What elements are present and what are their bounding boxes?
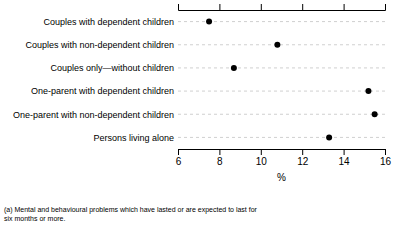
x-tick: 14 — [339, 149, 351, 167]
chart: 6 8 10 12 14 16 Couples with dependent childre… — [0, 0, 397, 227]
y-axis: Couples with dependent children Couples w… — [13, 17, 174, 143]
x-top-tick-mark — [219, 4, 220, 10]
x-top-tick — [261, 4, 262, 10]
x-tick: 10 — [256, 149, 268, 167]
category-line — [178, 137, 385, 138]
x-tick-label: 10 — [256, 156, 268, 167]
x-tick-mark — [302, 149, 303, 155]
x-axis-top-line — [179, 4, 386, 11]
y-tick-label: Couples with dependent children — [43, 17, 174, 27]
dot — [231, 65, 237, 71]
x-tick: 8 — [217, 149, 223, 167]
x-top-tick-mark — [302, 4, 303, 10]
grid — [178, 22, 385, 138]
dots — [206, 19, 378, 141]
y-tick: Couples with dependent children — [43, 17, 174, 27]
footnote: (a) Mental and behavioural problems whic… — [4, 206, 258, 222]
y-tick-label: One-parent with non-dependent children — [13, 110, 174, 120]
category-line — [178, 114, 385, 115]
y-tick: Couples with non-dependent children — [25, 40, 174, 50]
y-tick: Couples only—without children — [50, 63, 174, 73]
y-tick: Persons living alone — [93, 133, 174, 143]
x-top-tick — [178, 4, 179, 10]
x-tick: 6 — [176, 149, 182, 167]
x-tick-mark — [385, 149, 386, 155]
x-top-tick — [219, 4, 220, 10]
x-tick: 12 — [297, 149, 309, 167]
x-label: % — [277, 172, 286, 183]
x-tick-mark — [344, 149, 345, 155]
dot — [365, 88, 371, 94]
dot — [326, 134, 332, 140]
y-tick-label: Couples only—without children — [50, 63, 174, 73]
x-axis-top — [179, 4, 386, 11]
x-tick-mark — [219, 149, 220, 155]
x-tick-mark — [261, 149, 262, 155]
x-top-tick-mark — [178, 4, 179, 10]
x-tick-label: 16 — [380, 156, 392, 167]
y-tick-label: One-parent with dependent children — [31, 86, 174, 96]
y-tick-label: Persons living alone — [93, 133, 174, 143]
x-top-tick — [344, 4, 345, 10]
y-tick: One-parent with non-dependent children — [13, 110, 174, 120]
category-line — [178, 67, 385, 68]
x-tick-label: 8 — [217, 156, 223, 167]
category-line — [178, 91, 385, 92]
x-top-tick-mark — [344, 4, 345, 10]
x-tick-label: 6 — [176, 156, 182, 167]
x-top-tick — [385, 4, 386, 10]
category-line — [178, 44, 385, 45]
dot — [372, 111, 378, 117]
plot: 6 8 10 12 14 16 Couples with dependent childre… — [13, 4, 392, 167]
x-top-tick-mark — [385, 4, 386, 10]
dot — [274, 42, 280, 48]
x-tick-label: 14 — [339, 156, 351, 167]
y-tick: One-parent with dependent children — [31, 86, 174, 96]
x-tick-mark — [178, 149, 179, 155]
x-axis-line — [179, 150, 386, 156]
x-top-tick — [302, 4, 303, 10]
x-tick: 16 — [380, 149, 392, 167]
x-axis: 6 8 10 12 14 16 — [176, 149, 392, 167]
x-tick-label: 12 — [297, 156, 309, 167]
dot — [206, 19, 212, 25]
x-top-tick-mark — [261, 4, 262, 10]
y-tick-label: Couples with non-dependent children — [25, 40, 174, 50]
